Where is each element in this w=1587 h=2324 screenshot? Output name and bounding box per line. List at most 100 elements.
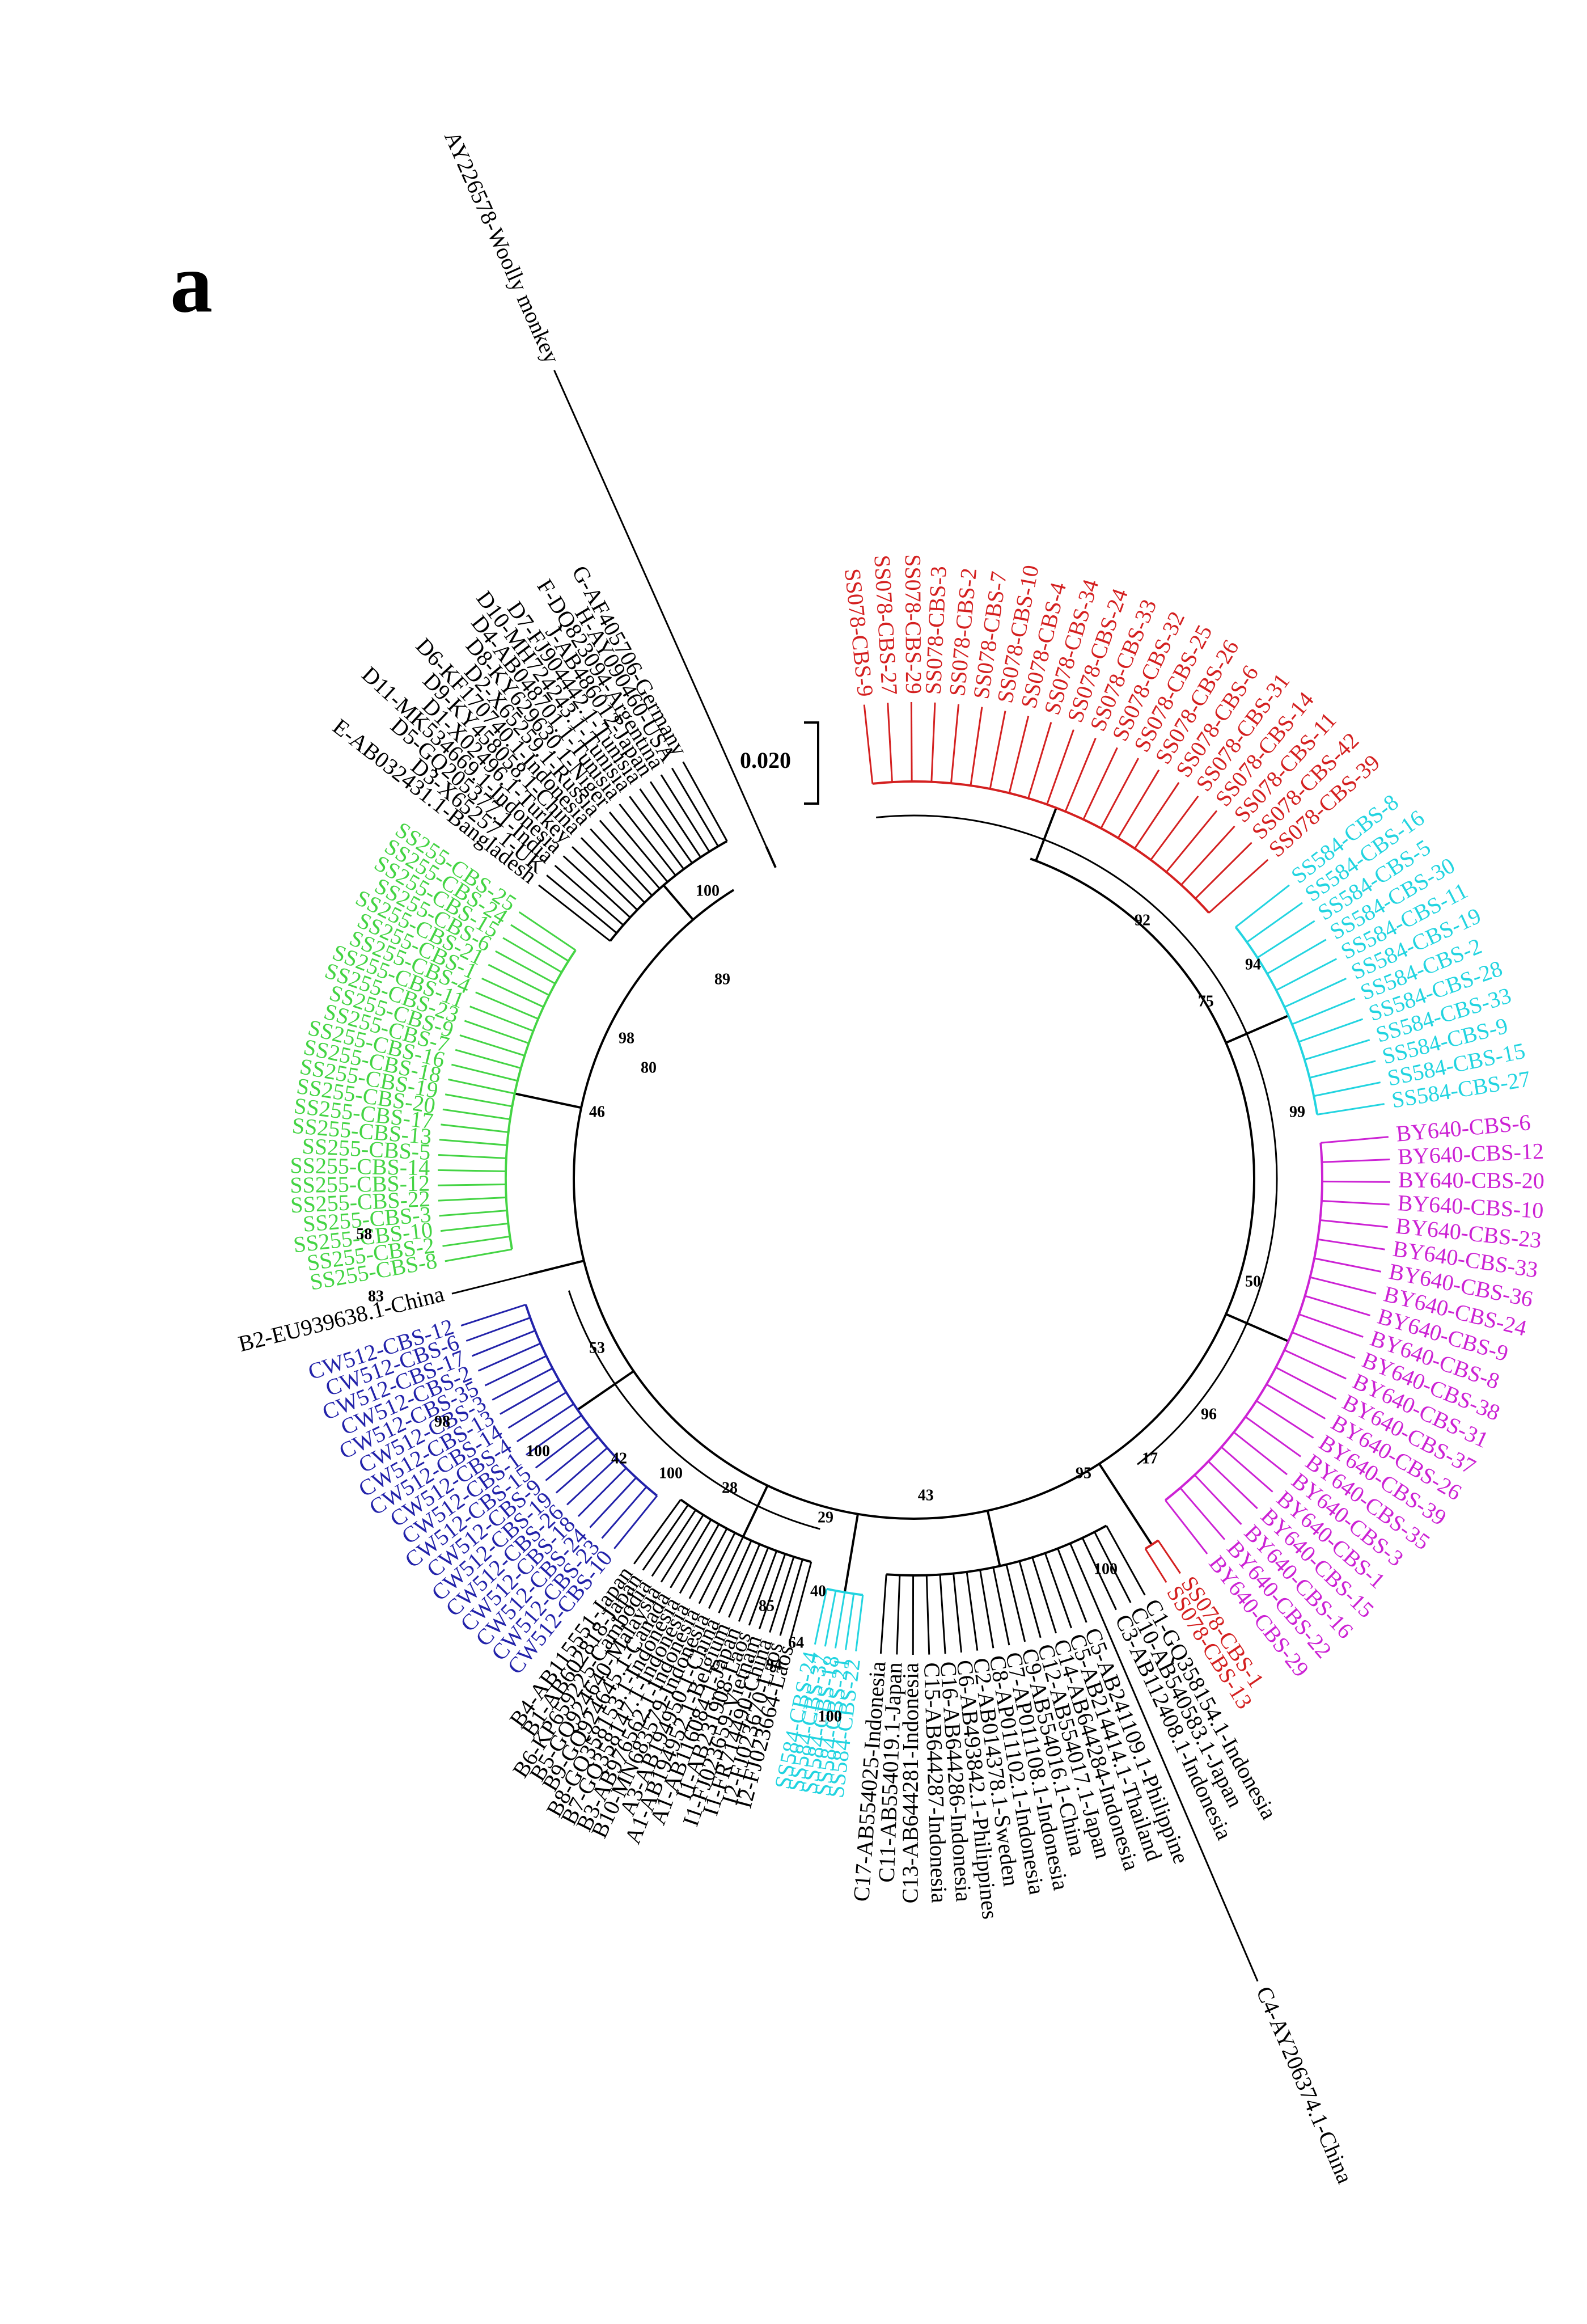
branch <box>455 1049 522 1070</box>
bootstrap-value: 92 <box>1135 911 1150 929</box>
branch <box>1165 1499 1208 1554</box>
stem <box>1035 807 1057 861</box>
branch <box>562 855 631 918</box>
bootstrap-value: 29 <box>818 1509 833 1526</box>
clade-arc <box>680 1498 812 1564</box>
branch <box>1157 1540 1181 1574</box>
stem <box>662 884 694 921</box>
clade-arc <box>524 1304 658 1497</box>
branch <box>728 1544 761 1618</box>
branch <box>1179 1487 1226 1540</box>
branch <box>930 702 936 782</box>
bootstrap-value: 58 <box>356 1226 372 1243</box>
leaf-label: SS255-CBS-14 <box>290 1152 430 1180</box>
branch <box>758 1553 786 1630</box>
stem <box>1098 1463 1153 1545</box>
bootstrap-value: 85 <box>759 1597 775 1615</box>
branch <box>1314 1257 1382 1273</box>
branch <box>950 704 960 784</box>
branch <box>1304 1039 1370 1061</box>
branch <box>970 707 983 786</box>
branch <box>442 1235 510 1247</box>
bootstrap-value: 80 <box>641 1059 657 1076</box>
branch <box>1094 1531 1132 1603</box>
bootstrap-value: 89 <box>714 970 730 988</box>
branch <box>566 1457 617 1506</box>
branch <box>495 950 556 984</box>
branch <box>844 1594 855 1650</box>
branch <box>469 1005 534 1032</box>
branch <box>1322 1158 1390 1163</box>
branch <box>441 1123 509 1133</box>
branch <box>1081 1537 1117 1611</box>
clade-arc <box>609 840 728 942</box>
branch <box>464 1020 530 1045</box>
clade-arc <box>1165 1143 1323 1501</box>
branch <box>863 704 874 784</box>
branch <box>633 1499 682 1565</box>
clade-arc <box>1234 926 1319 1115</box>
clade-arc <box>505 949 577 1250</box>
branch <box>1221 1446 1273 1493</box>
branch <box>1057 1548 1087 1623</box>
branch <box>546 874 617 934</box>
leaf-label: SS078-CBS-29 <box>900 554 926 694</box>
branch <box>1266 1383 1326 1419</box>
branch <box>989 711 1006 789</box>
branch <box>670 1519 712 1588</box>
branch <box>1027 722 1052 799</box>
stem <box>528 1260 585 1276</box>
branch <box>1305 1295 1370 1317</box>
leaf-label: BY640-CBS-12 <box>1397 1138 1544 1169</box>
bootstrap-value: 17 <box>1142 1450 1158 1467</box>
branch <box>1064 737 1097 812</box>
branch <box>599 819 661 889</box>
branch <box>1100 758 1140 829</box>
branch <box>518 911 576 951</box>
branch <box>488 964 550 996</box>
branch <box>834 1592 846 1649</box>
branch <box>438 1169 506 1172</box>
branch <box>671 767 719 847</box>
bootstrap-value: 50 <box>1245 1273 1261 1290</box>
branch <box>1046 729 1074 805</box>
leaf-label: BY640-CBS-20 <box>1398 1167 1544 1194</box>
branch <box>779 1559 803 1636</box>
bootstrap-value: 100 <box>526 1442 550 1460</box>
branch <box>465 1317 531 1342</box>
branch <box>649 781 701 858</box>
bootstrap-value: 98 <box>619 1029 634 1047</box>
branch <box>538 884 611 942</box>
branch <box>769 1556 795 1633</box>
branch <box>619 803 676 876</box>
branch <box>438 1153 506 1159</box>
branch <box>708 1536 744 1609</box>
branch <box>1018 1561 1042 1638</box>
bootstrap-value: 75 <box>1198 992 1214 1010</box>
scale-bar <box>804 721 819 805</box>
branch <box>535 1426 591 1469</box>
inner-arc <box>568 1290 820 1530</box>
branch <box>698 1532 736 1604</box>
clade-arc <box>872 780 1210 914</box>
leaf-label: SS255-CBS-5 <box>302 1133 431 1165</box>
branch <box>738 1547 769 1622</box>
panel-label: a <box>170 236 213 330</box>
branch <box>590 828 653 897</box>
branch <box>572 846 638 911</box>
clade-arc <box>886 1524 1107 1577</box>
branch <box>1245 1416 1301 1457</box>
bootstrap-value: 100 <box>1094 1560 1118 1578</box>
bootstrap-value: 83 <box>368 1287 384 1305</box>
branch <box>879 1574 887 1654</box>
branch <box>642 1504 689 1571</box>
branch <box>824 1590 837 1647</box>
branch <box>748 1550 778 1626</box>
bootstrap-value: 94 <box>1245 956 1261 973</box>
bootstrap-value: 43 <box>918 1486 934 1504</box>
bootstrap-value: 96 <box>1201 1405 1217 1423</box>
branch <box>910 702 913 782</box>
bootstrap-value: 46 <box>589 1103 605 1121</box>
branch <box>1313 1081 1381 1097</box>
